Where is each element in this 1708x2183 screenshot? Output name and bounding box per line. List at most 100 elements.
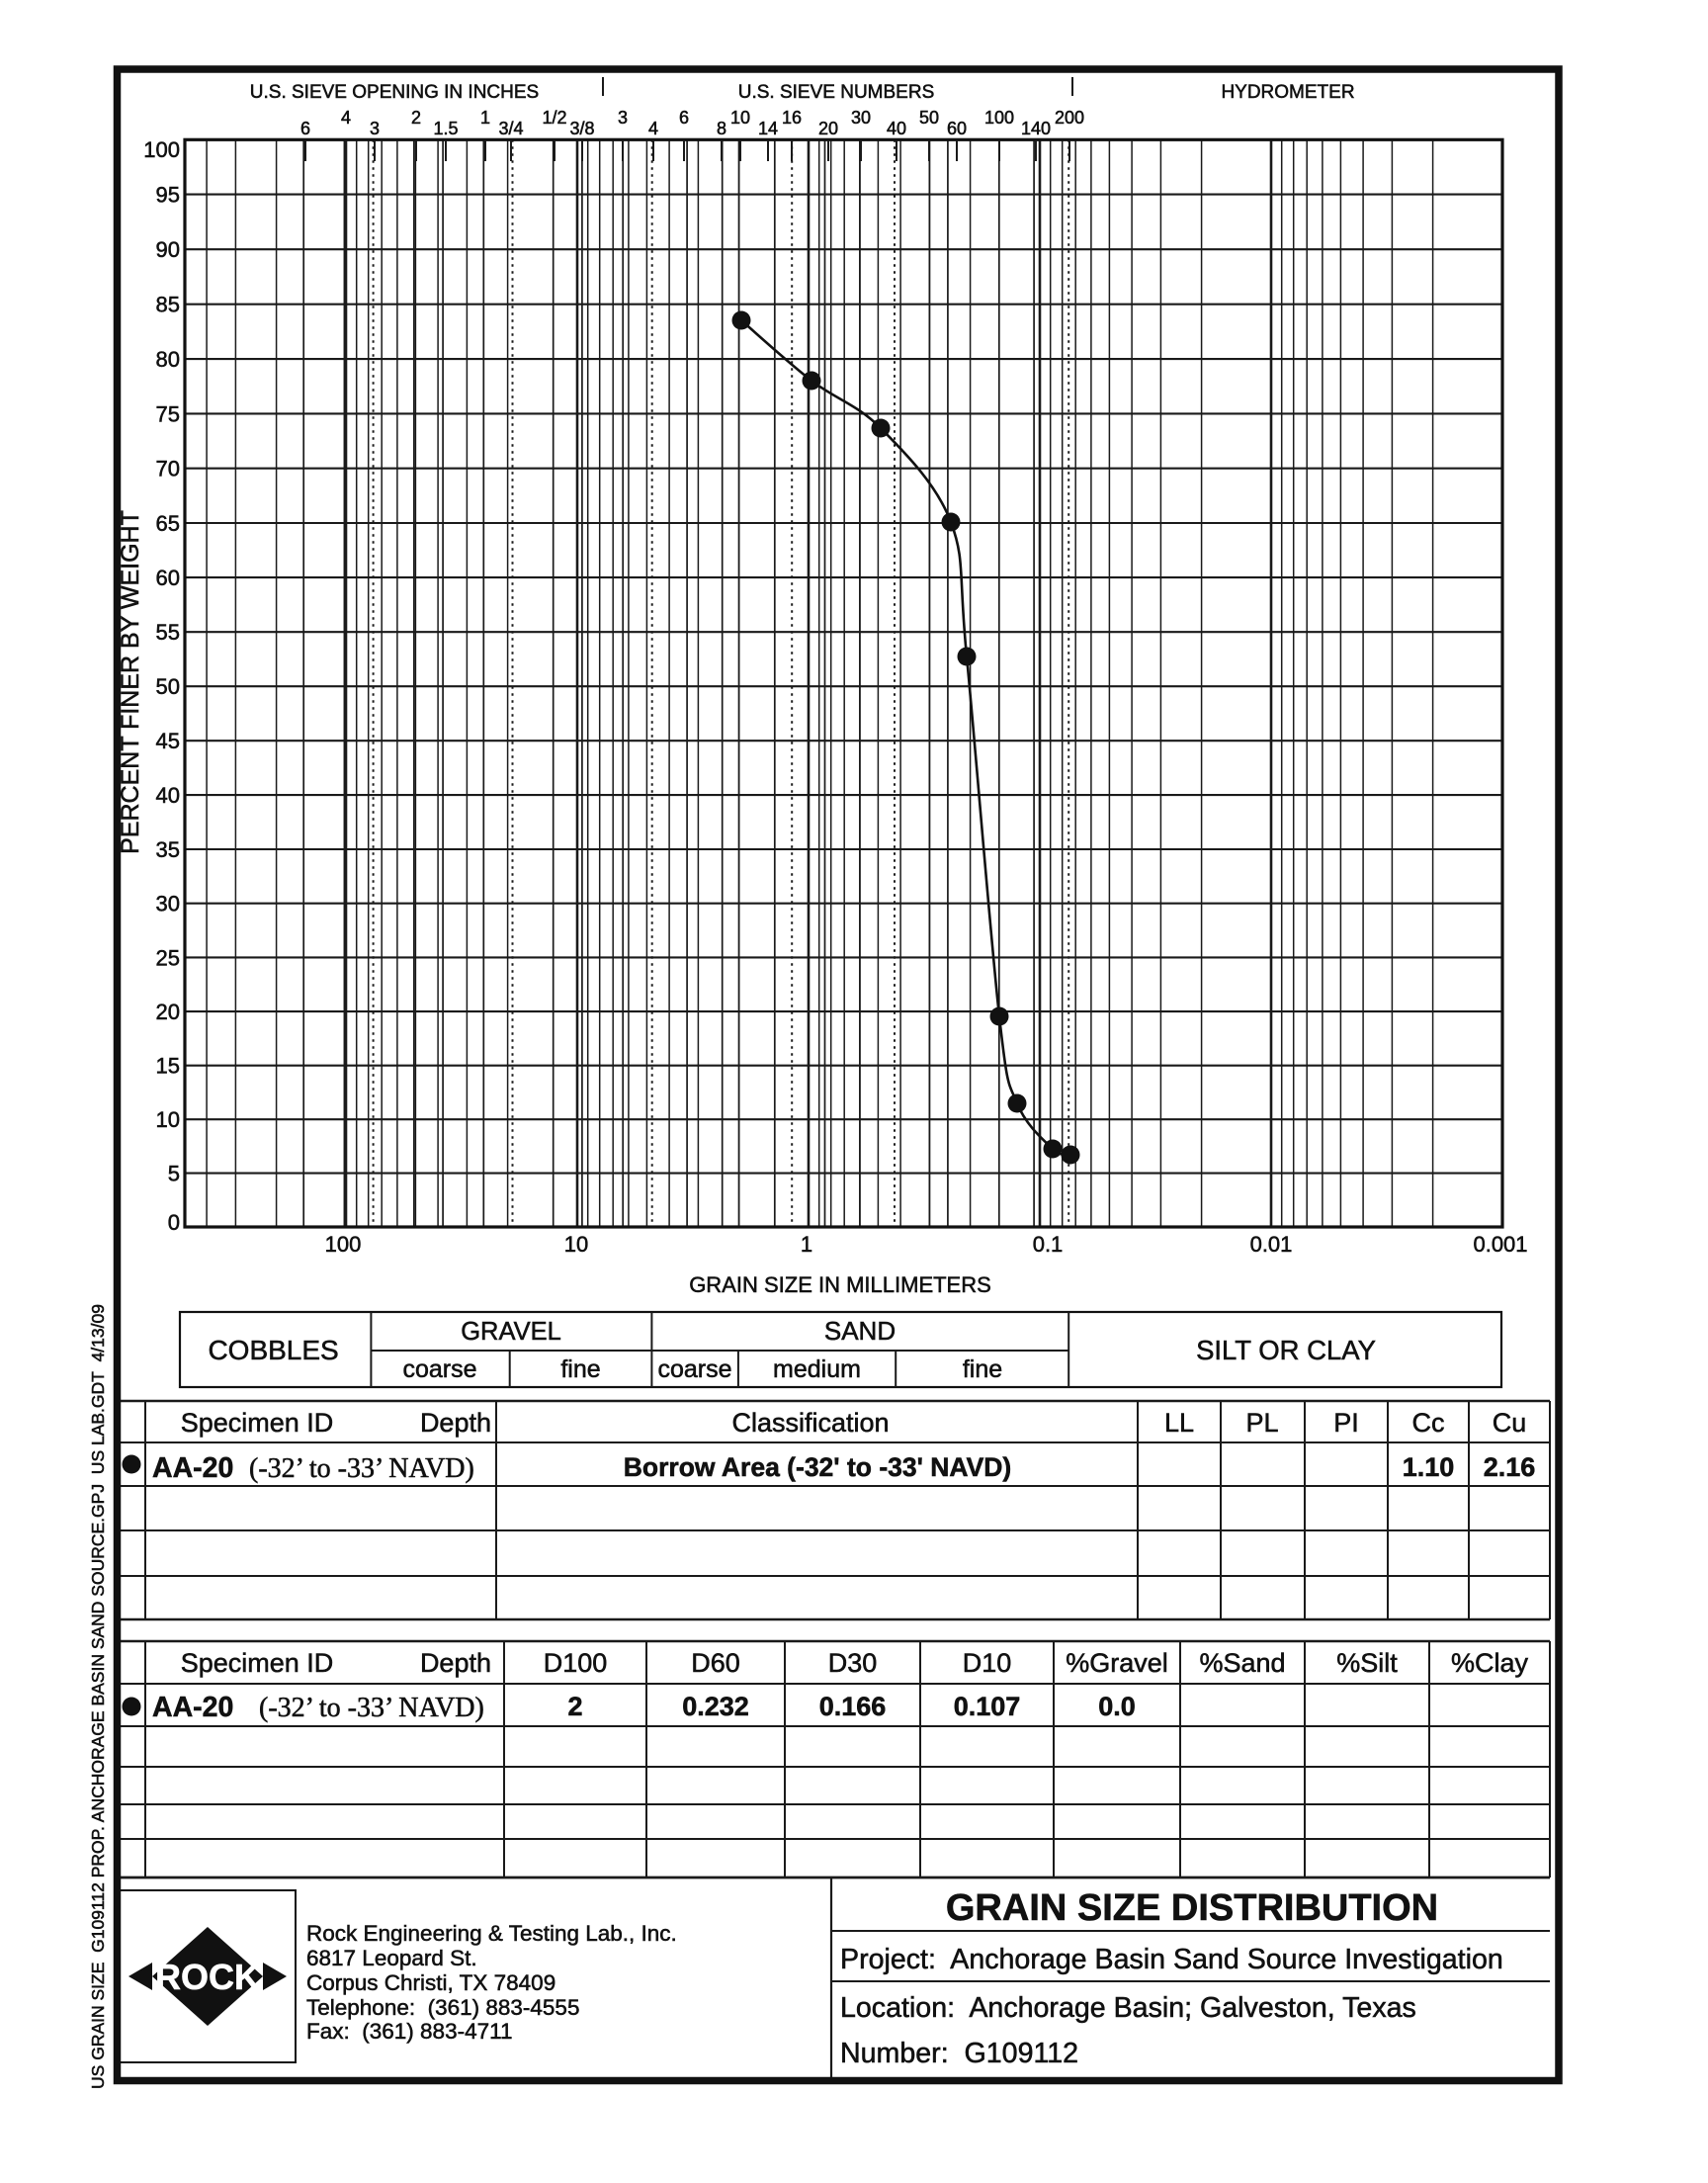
svg-text:Corpus Christi, TX 78409: Corpus Christi, TX 78409 xyxy=(306,1970,555,1995)
svg-text:60: 60 xyxy=(156,566,180,590)
svg-text:PL: PL xyxy=(1245,1408,1278,1438)
svg-text:85: 85 xyxy=(156,293,180,317)
svg-text:COBBLES: COBBLES xyxy=(208,1335,338,1365)
svg-text:6: 6 xyxy=(300,119,310,138)
svg-text:1: 1 xyxy=(480,108,490,128)
svg-text:AA-20: AA-20 xyxy=(152,1692,233,1723)
svg-text:(-32’ to -33’ NAVD): (-32’ to -33’ NAVD) xyxy=(249,1453,474,1484)
svg-text:100: 100 xyxy=(984,108,1014,128)
svg-text:(-32’ to -33’ NAVD): (-32’ to -33’ NAVD) xyxy=(259,1693,484,1723)
svg-text:0.0: 0.0 xyxy=(1098,1692,1136,1721)
svg-text:0.1: 0.1 xyxy=(1033,1232,1064,1257)
svg-text:16: 16 xyxy=(782,108,802,128)
svg-text:40: 40 xyxy=(887,119,906,138)
svg-text:SAND: SAND xyxy=(824,1316,896,1346)
svg-text:95: 95 xyxy=(156,183,180,208)
svg-text:Borrow Area (-32' to -33' NAVD: Borrow Area (-32' to -33' NAVD) xyxy=(624,1452,1012,1482)
svg-text:2.16: 2.16 xyxy=(1484,1452,1536,1482)
svg-text:Cc: Cc xyxy=(1412,1408,1445,1438)
svg-text:GRAIN SIZE IN MILLIMETERS: GRAIN SIZE IN MILLIMETERS xyxy=(689,1272,991,1297)
svg-text:10: 10 xyxy=(564,1232,588,1257)
svg-text:30: 30 xyxy=(851,108,871,128)
svg-text:coarse: coarse xyxy=(657,1355,731,1383)
svg-text:1.10: 1.10 xyxy=(1403,1452,1455,1482)
svg-text:55: 55 xyxy=(156,620,180,645)
svg-text:25: 25 xyxy=(156,945,180,970)
svg-text:3/8: 3/8 xyxy=(569,119,594,138)
svg-text:Cu: Cu xyxy=(1493,1408,1527,1438)
svg-text:20: 20 xyxy=(818,119,838,138)
svg-text:1: 1 xyxy=(801,1232,812,1257)
svg-text:D10: D10 xyxy=(963,1648,1012,1678)
svg-text:2: 2 xyxy=(567,1692,582,1721)
svg-text:40: 40 xyxy=(156,783,180,808)
svg-text:PERCENT FINER BY WEIGHT: PERCENT FINER BY WEIGHT xyxy=(117,510,144,854)
svg-text:Specimen ID: Specimen ID xyxy=(181,1408,334,1438)
svg-text:2: 2 xyxy=(411,108,421,128)
svg-text:U.S. SIEVE NUMBERS: U.S. SIEVE NUMBERS xyxy=(738,82,935,103)
svg-text:0.001: 0.001 xyxy=(1473,1232,1527,1257)
svg-text:%Gravel: %Gravel xyxy=(1066,1648,1168,1678)
svg-text:30: 30 xyxy=(156,892,180,917)
svg-text:140: 140 xyxy=(1021,119,1051,138)
svg-text:fine: fine xyxy=(560,1355,600,1383)
svg-text:D100: D100 xyxy=(544,1648,608,1678)
svg-text:1.5: 1.5 xyxy=(433,119,458,138)
svg-text:%Silt: %Silt xyxy=(1336,1648,1398,1678)
svg-text:6817 Leopard St.: 6817 Leopard St. xyxy=(306,1946,477,1970)
svg-text:Telephone: (361) 883-4555: Telephone: (361) 883-4555 xyxy=(306,1995,579,2020)
svg-text:3: 3 xyxy=(618,108,628,128)
svg-text:AA-20: AA-20 xyxy=(152,1452,233,1484)
svg-text:100: 100 xyxy=(325,1232,362,1257)
svg-text:0.01: 0.01 xyxy=(1250,1232,1293,1257)
svg-text:20: 20 xyxy=(156,1000,180,1024)
svg-text:4: 4 xyxy=(648,119,658,138)
svg-text:Location: Anchorage Basin; Ga: Location: Anchorage Basin; Galveston, Te… xyxy=(840,1992,1416,2024)
svg-text:PI: PI xyxy=(1333,1408,1359,1438)
svg-text:D30: D30 xyxy=(828,1648,878,1678)
svg-text:60: 60 xyxy=(947,119,967,138)
svg-text:80: 80 xyxy=(156,347,180,372)
svg-text:%Sand: %Sand xyxy=(1199,1648,1285,1678)
svg-text:0.232: 0.232 xyxy=(682,1692,749,1721)
svg-text:coarse: coarse xyxy=(402,1355,476,1383)
svg-text:15: 15 xyxy=(156,1054,180,1079)
svg-text:4: 4 xyxy=(341,108,351,128)
svg-text:Specimen ID: Specimen ID xyxy=(181,1648,334,1678)
svg-text:6: 6 xyxy=(679,108,689,128)
svg-text:%Clay: %Clay xyxy=(1451,1648,1529,1678)
svg-text:GRAIN SIZE DISTRIBUTION: GRAIN SIZE DISTRIBUTION xyxy=(946,1887,1438,1929)
svg-text:10: 10 xyxy=(730,108,750,128)
svg-text:LL: LL xyxy=(1164,1408,1194,1438)
svg-text:Classification: Classification xyxy=(731,1408,889,1438)
svg-text:fine: fine xyxy=(963,1355,1002,1383)
svg-text:0: 0 xyxy=(168,1210,180,1235)
svg-text:90: 90 xyxy=(156,237,180,262)
svg-text:US GRAIN SIZE G109112 PROP. A: US GRAIN SIZE G109112 PROP. ANCHORAGE BA… xyxy=(88,1304,108,2089)
svg-text:D60: D60 xyxy=(691,1648,740,1678)
svg-text:14: 14 xyxy=(758,119,778,138)
svg-text:10: 10 xyxy=(156,1107,180,1132)
svg-text:5: 5 xyxy=(168,1162,180,1186)
svg-text:75: 75 xyxy=(156,401,180,426)
svg-text:GRAVEL: GRAVEL xyxy=(461,1318,561,1346)
svg-text:U.S. SIEVE OPENING IN INCHES: U.S. SIEVE OPENING IN INCHES xyxy=(250,82,539,103)
svg-text:8: 8 xyxy=(717,119,726,138)
svg-text:35: 35 xyxy=(156,837,180,862)
svg-text:70: 70 xyxy=(156,457,180,481)
svg-text:65: 65 xyxy=(156,511,180,536)
svg-text:0.107: 0.107 xyxy=(954,1692,1021,1721)
svg-text:Number: G109112: Number: G109112 xyxy=(840,2038,1078,2069)
svg-text:HYDROMETER: HYDROMETER xyxy=(1221,82,1354,103)
svg-text:50: 50 xyxy=(156,674,180,699)
svg-text:3/4: 3/4 xyxy=(498,119,523,138)
svg-text:50: 50 xyxy=(919,108,939,128)
svg-text:Depth: Depth xyxy=(420,1648,491,1678)
svg-text:200: 200 xyxy=(1055,108,1084,128)
svg-text:1/2: 1/2 xyxy=(542,108,566,128)
svg-text:ROCK: ROCK xyxy=(155,1957,260,1997)
svg-text:medium: medium xyxy=(773,1355,861,1383)
svg-text:Depth: Depth xyxy=(420,1408,491,1438)
svg-text:0.166: 0.166 xyxy=(819,1692,887,1721)
svg-text:45: 45 xyxy=(156,729,180,753)
